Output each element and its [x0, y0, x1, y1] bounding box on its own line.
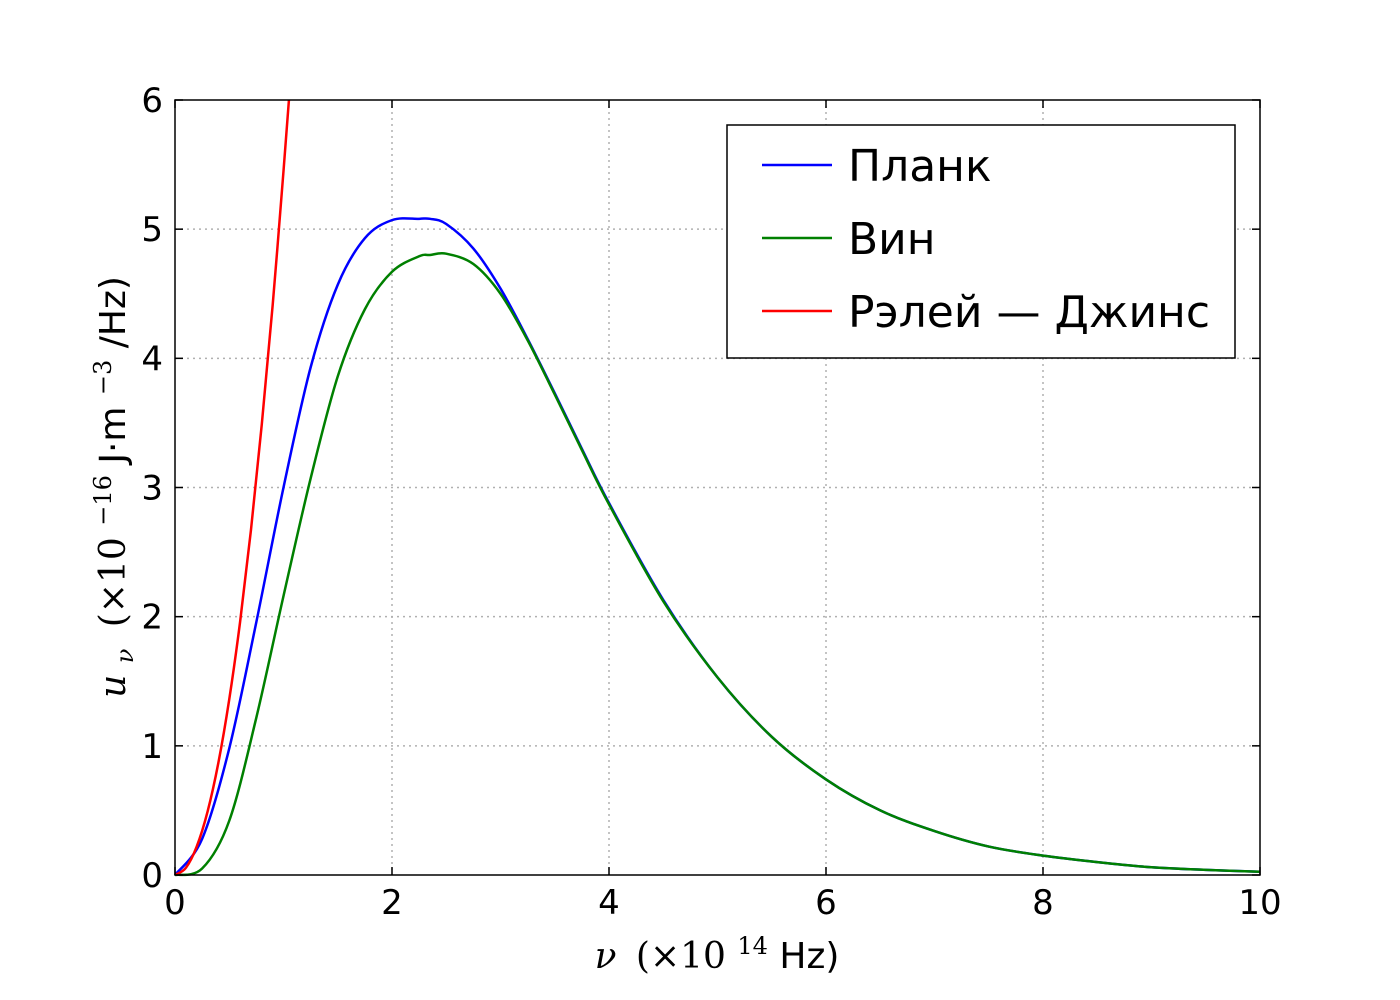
series-line-rayleigh-jeans	[174, 99, 291, 877]
y-tick-label: 3	[141, 469, 163, 509]
x-tick-label: 2	[381, 883, 403, 923]
y-tick-label: 5	[141, 210, 163, 250]
legend-label-rayleigh-jeans: Рэлей — Джинс	[848, 287, 1210, 338]
x-tick-label: 4	[598, 883, 620, 923]
x-tick-label: 6	[815, 883, 837, 923]
y-axis-label: u ν (×10 −16 J·m −3 /Hz)	[79, 276, 142, 698]
ticks	[174, 99, 1261, 876]
x-tick-label: 8	[1032, 883, 1054, 923]
y-tick-label: 2	[141, 598, 163, 638]
y-tick-label: 6	[141, 81, 163, 121]
x-tick-label: 0	[164, 883, 186, 923]
tick-labels: 0 2 4 6 8 10 0 1 2 3 4 5 6	[141, 81, 1281, 923]
y-tick-label: 1	[141, 727, 163, 767]
series-layer	[174, 99, 1261, 877]
legend: Планк Вин Рэлей — Джинс	[726, 124, 1236, 359]
x-axis-label: ν (×10 14 Hz)	[595, 922, 840, 977]
y-tick-label: 4	[141, 339, 163, 379]
series-line-wien	[174, 251, 1261, 877]
grid	[175, 100, 1260, 875]
x-tick-label: 10	[1238, 883, 1281, 923]
legend-label-wien: Вин	[848, 214, 936, 265]
y-tick-label: 0	[141, 856, 163, 896]
legend-label-planck: Планк	[848, 141, 992, 192]
